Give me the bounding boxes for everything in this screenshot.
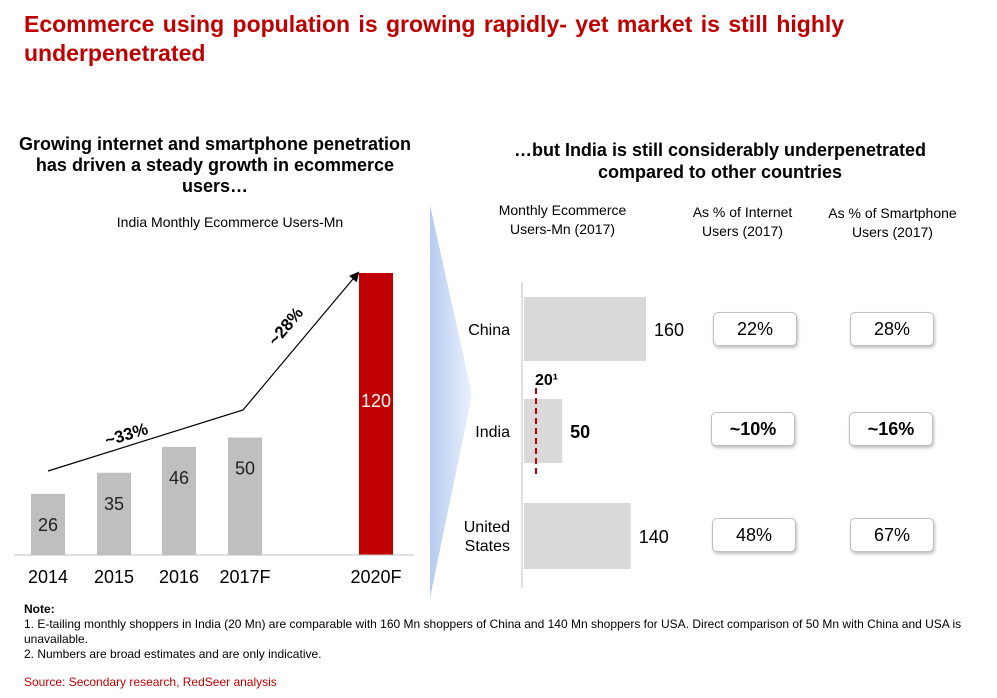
bar-2014	[31, 493, 65, 555]
country-comparison-chart: China India United States 160 50 140 20¹	[464, 282, 684, 588]
bar-china	[524, 297, 646, 361]
bar-value-india: 50	[570, 422, 590, 442]
bar-value-2016: 46	[169, 468, 189, 488]
bar-india	[524, 399, 563, 463]
note-1: 1. E-tailing monthly shoppers in India (…	[24, 617, 962, 646]
tick-2020f: 2020F	[350, 567, 401, 587]
bar-united-states	[524, 503, 631, 569]
bar-2016	[162, 446, 196, 555]
bar-value-2015: 35	[104, 494, 124, 514]
bar-2017f	[228, 437, 262, 555]
china-internet-pct: 22%	[713, 312, 797, 346]
bar-value-united-states: 140	[639, 527, 669, 547]
bar-value-2020f: 120	[361, 391, 391, 411]
tick-2016: 2016	[159, 567, 199, 587]
tick-2015: 2015	[94, 567, 134, 587]
china-smartphone-pct: 28%	[850, 312, 934, 346]
bar-value-2017f: 50	[235, 459, 255, 479]
growth-label-33: ~33%	[103, 419, 151, 450]
country-label-united-states: United States	[464, 519, 510, 555]
us-smartphone-pct: 67%	[850, 518, 934, 552]
india-smartphone-pct: ~16%	[849, 412, 933, 446]
note-2: 2. Numbers are broad estimates and are o…	[24, 647, 322, 661]
left-chart-subtitle: India Monthly Ecommerce Users-Mn	[116, 214, 344, 230]
left-panel-heading: Growing internet and smartphone penetrat…	[18, 134, 412, 196]
growth-arrow	[47, 271, 360, 472]
tick-2014: 2014	[28, 567, 68, 587]
bar-value-2014: 26	[38, 515, 58, 535]
col-header-smartphone: As % of Smartphone Users (2017)	[828, 205, 957, 240]
notes: Note: 1. E-tailing monthly shoppers in I…	[24, 602, 974, 662]
source-text: Source: Secondary research, RedSeer anal…	[24, 675, 277, 689]
slide-title: Ecommerce using population is growing ra…	[24, 11, 845, 66]
right-panel-heading: …but India is still considerably underpe…	[513, 140, 927, 182]
bar-2015	[97, 472, 131, 555]
tick-2017f: 2017F	[219, 567, 270, 587]
india-internet-pct: ~10%	[711, 412, 795, 446]
growth-label-28: ~28%	[264, 304, 307, 350]
notes-heading: Note:	[24, 602, 55, 616]
col-header-users: Monthly Ecommerce Users-Mn (2017)	[498, 202, 627, 237]
bar-value-china: 160	[654, 320, 684, 340]
india-users-chart: 26 2014 35 2015 46 2016 50 2017F 120 2020F ~33% ~…	[14, 271, 414, 587]
country-label-china: China	[468, 322, 510, 339]
bar-2020f	[359, 273, 393, 555]
india-marker-label: 20¹	[535, 372, 558, 389]
us-internet-pct: 48%	[712, 518, 796, 552]
transition-chevron	[430, 205, 472, 598]
col-header-internet: As % of Internet Users (2017)	[692, 204, 793, 239]
country-label-india: India	[475, 424, 510, 441]
